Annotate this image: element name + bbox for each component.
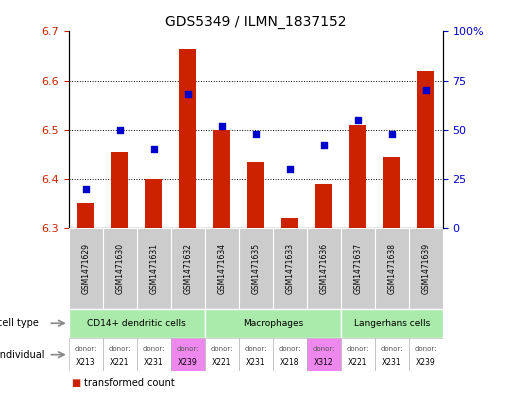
Text: donor:: donor: [347, 346, 369, 352]
Point [354, 117, 362, 123]
Bar [375, 338, 409, 371]
Title: GDS5349 / ILMN_1837152: GDS5349 / ILMN_1837152 [165, 15, 347, 29]
Bar [307, 338, 341, 371]
Bar [239, 228, 273, 309]
Text: X231: X231 [382, 358, 402, 367]
Text: GSM1471634: GSM1471634 [217, 242, 227, 294]
Bar [69, 309, 205, 338]
Text: X221: X221 [348, 358, 367, 367]
Text: donor:: donor: [108, 346, 131, 352]
Point [388, 130, 396, 137]
Bar [205, 228, 239, 309]
Text: donor:: donor: [278, 346, 301, 352]
Bar [383, 157, 400, 228]
Bar [341, 228, 375, 309]
Text: X231: X231 [246, 358, 266, 367]
Bar [171, 338, 205, 371]
Text: donor:: donor: [244, 346, 267, 352]
Bar [349, 125, 366, 228]
Text: GSM1471629: GSM1471629 [81, 243, 90, 294]
Text: X221: X221 [212, 358, 232, 367]
Bar [77, 204, 94, 228]
Text: X213: X213 [76, 358, 96, 367]
Text: CD14+ dendritic cells: CD14+ dendritic cells [88, 319, 186, 328]
Bar [409, 228, 443, 309]
Text: GSM1471632: GSM1471632 [183, 243, 192, 294]
Text: X218: X218 [280, 358, 299, 367]
Bar [341, 338, 375, 371]
Text: cell type: cell type [0, 318, 39, 328]
Bar [205, 309, 341, 338]
Point [422, 87, 430, 94]
Text: donor:: donor: [211, 346, 233, 352]
Text: GSM1471638: GSM1471638 [387, 243, 397, 294]
Text: X239: X239 [178, 358, 197, 367]
Text: transformed count: transformed count [84, 378, 175, 388]
Point [150, 146, 158, 152]
Text: individual: individual [0, 350, 45, 360]
Bar [171, 228, 205, 309]
Bar [179, 49, 196, 228]
Bar [137, 228, 171, 309]
Point [218, 123, 226, 129]
Point [116, 127, 124, 133]
Text: X312: X312 [314, 358, 333, 367]
Bar [273, 338, 307, 371]
Point [320, 142, 328, 149]
Text: donor:: donor: [381, 346, 403, 352]
Text: GSM1471635: GSM1471635 [251, 242, 260, 294]
Bar [103, 228, 137, 309]
Bar [281, 218, 298, 228]
Text: GSM1471636: GSM1471636 [319, 242, 328, 294]
Text: Langerhans cells: Langerhans cells [354, 319, 430, 328]
Bar [273, 228, 307, 309]
Text: GSM1471633: GSM1471633 [285, 242, 294, 294]
Point [251, 130, 260, 137]
Text: donor:: donor: [74, 346, 97, 352]
Bar [205, 338, 239, 371]
Text: donor:: donor: [414, 346, 437, 352]
Bar [315, 184, 332, 228]
Text: X239: X239 [416, 358, 436, 367]
Bar [247, 162, 264, 228]
Text: GSM1471630: GSM1471630 [115, 242, 124, 294]
Bar [409, 338, 443, 371]
Text: GSM1471639: GSM1471639 [421, 242, 430, 294]
Text: X221: X221 [110, 358, 129, 367]
Bar [213, 130, 230, 228]
Bar [239, 338, 273, 371]
Bar [137, 338, 171, 371]
Point [81, 185, 90, 192]
Point [286, 166, 294, 172]
Bar [417, 71, 434, 228]
Text: donor:: donor: [177, 346, 199, 352]
Text: GSM1471631: GSM1471631 [149, 243, 158, 294]
Bar [111, 152, 128, 228]
Point [184, 91, 192, 97]
Text: donor:: donor: [143, 346, 165, 352]
Bar [341, 309, 443, 338]
Bar [145, 179, 162, 228]
Bar [307, 228, 341, 309]
Text: ■: ■ [71, 378, 80, 388]
Text: Macrophages: Macrophages [243, 319, 303, 328]
Bar [103, 338, 137, 371]
Bar [69, 338, 103, 371]
Text: GSM1471637: GSM1471637 [353, 242, 362, 294]
Text: donor:: donor: [313, 346, 335, 352]
Text: X231: X231 [144, 358, 163, 367]
Bar [375, 228, 409, 309]
Bar [69, 228, 103, 309]
